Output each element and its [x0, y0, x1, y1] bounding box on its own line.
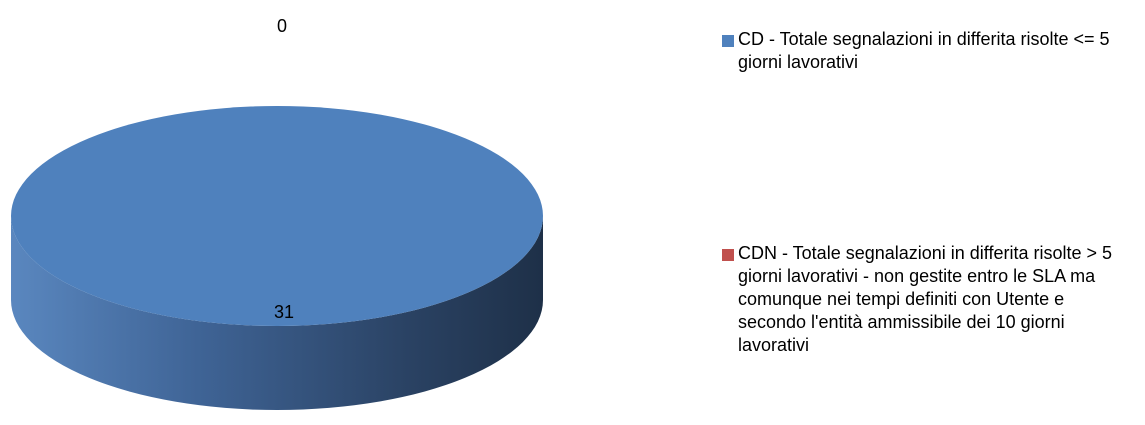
legend-swatch-cd — [722, 35, 734, 47]
pie-slices — [11, 106, 543, 410]
legend-label-cdn: CDN - Totale segnalazioni in differita r… — [738, 243, 1113, 355]
slice-side-cd — [11, 216, 543, 410]
legend-item-cd: CD - Totale segnalazioni in differita ri… — [722, 28, 1137, 74]
data-label-cd: 31 — [274, 302, 294, 322]
legend-item-cdn: CDN - Totale segnalazioni in differita r… — [722, 242, 1137, 357]
data-label-cdn: 0 — [277, 16, 287, 36]
legend-label-cd: CD - Totale segnalazioni in differita ri… — [738, 29, 1110, 72]
legend-swatch-cdn — [722, 249, 734, 261]
slice-top-cd — [11, 106, 543, 326]
